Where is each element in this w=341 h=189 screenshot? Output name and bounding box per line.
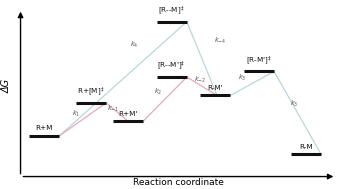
Text: k$_3$: k$_3$ bbox=[238, 73, 247, 83]
Text: [R--M']$^‡$: [R--M']$^‡$ bbox=[158, 60, 186, 72]
Text: R+M': R+M' bbox=[118, 111, 138, 117]
Text: ΔG: ΔG bbox=[2, 79, 12, 93]
Text: R+[M]$^‡$: R+[M]$^‡$ bbox=[77, 85, 105, 98]
Text: R-M': R-M' bbox=[207, 85, 223, 91]
Text: k$_3$: k$_3$ bbox=[290, 99, 298, 109]
Text: [R--M]$^‡$: [R--M]$^‡$ bbox=[159, 4, 185, 17]
Text: k$_{-4}$: k$_{-4}$ bbox=[214, 36, 227, 46]
Text: Reaction coordinate: Reaction coordinate bbox=[133, 178, 224, 187]
Text: k$_1$: k$_1$ bbox=[72, 109, 80, 119]
Text: k$_{-2}$: k$_{-2}$ bbox=[194, 75, 206, 85]
Text: R+M: R+M bbox=[35, 125, 53, 131]
Text: k$_{-1}$: k$_{-1}$ bbox=[107, 104, 119, 114]
Text: k$_4$: k$_4$ bbox=[131, 40, 139, 50]
Text: R-M: R-M bbox=[299, 144, 313, 150]
Text: k$_2$: k$_2$ bbox=[154, 87, 162, 97]
Text: [R-M']$^‡$: [R-M']$^‡$ bbox=[246, 54, 272, 67]
